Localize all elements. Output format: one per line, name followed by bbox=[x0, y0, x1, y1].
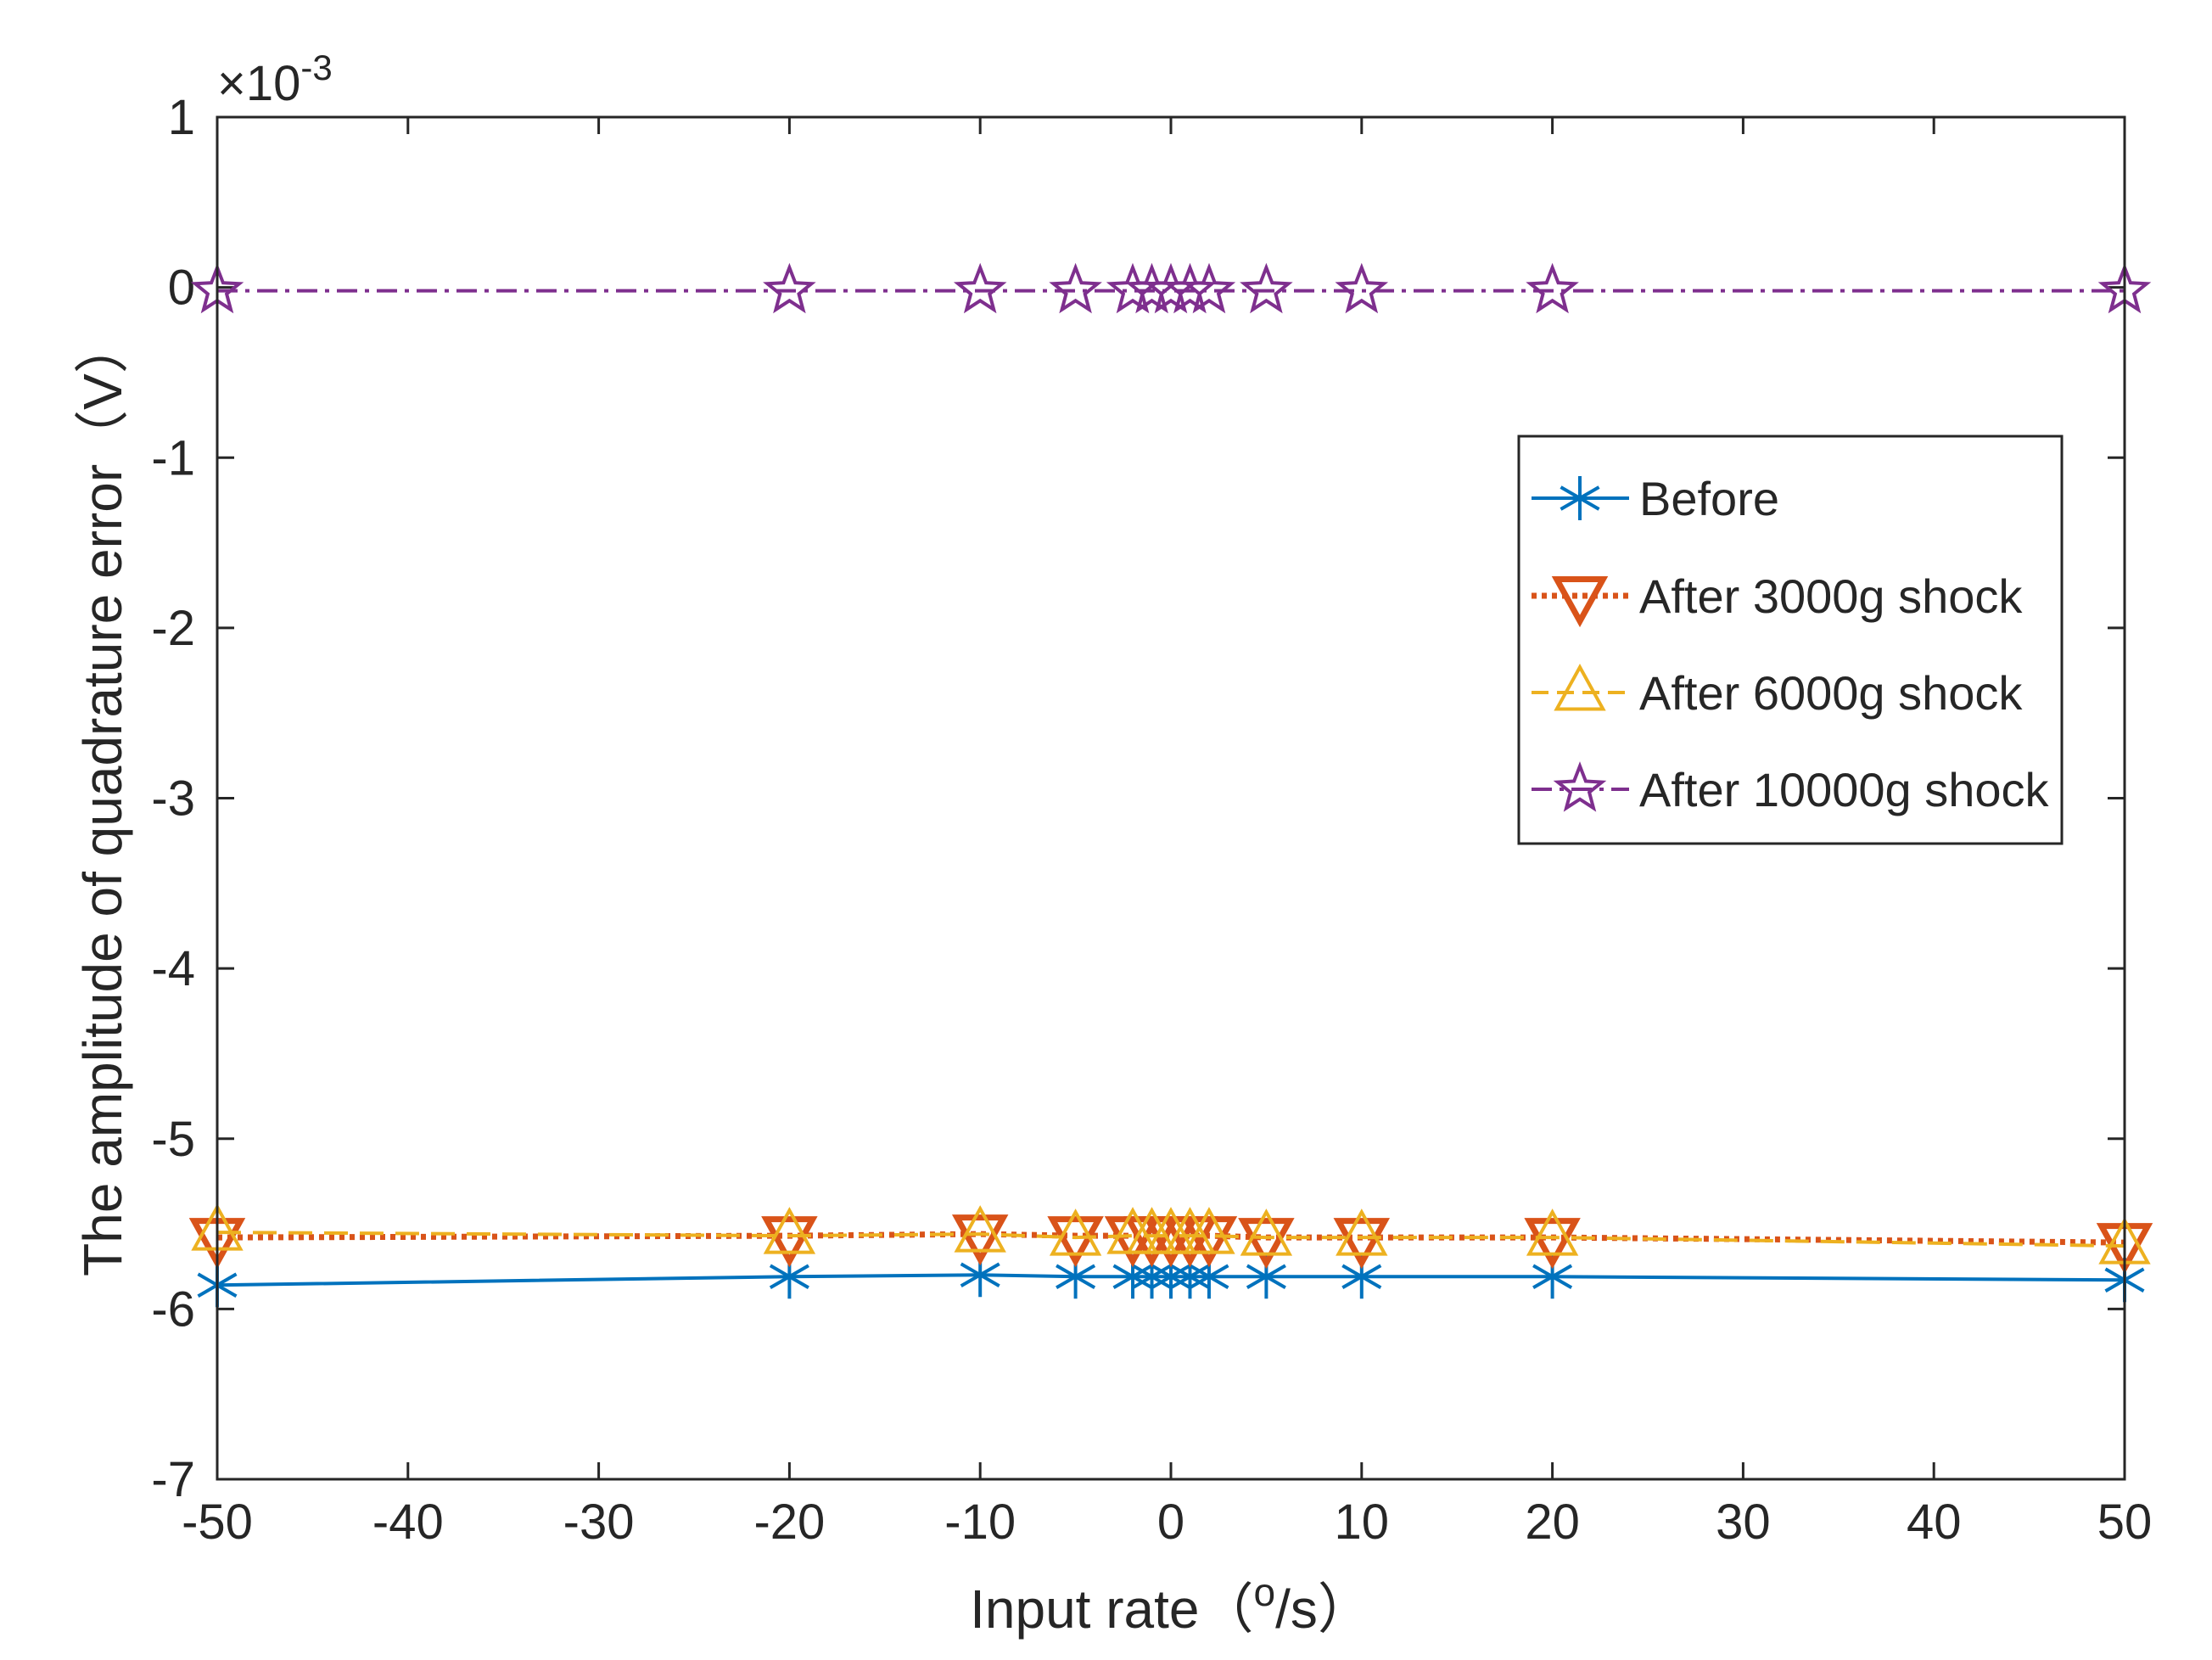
data-point bbox=[1183, 1207, 1235, 1254]
plot-frame bbox=[216, 115, 2126, 1481]
axis-ticks: -50 -40 -30 -20 -10 0 10 20 30 40 50-7-6-5-4-3-2-1… bbox=[151, 90, 2152, 1550]
x-tick-label: 30 bbox=[1716, 1495, 1771, 1550]
legend-label: After 3000g shock bbox=[1639, 569, 2023, 623]
legend-label: After 10000g shock bbox=[1639, 763, 2050, 816]
x-tick-label: -40 bbox=[372, 1495, 444, 1550]
data-point bbox=[953, 262, 1007, 314]
data-point bbox=[1526, 262, 1579, 314]
data-point bbox=[763, 262, 816, 314]
data-point bbox=[1049, 1209, 1102, 1256]
y-tick-label: -4 bbox=[151, 941, 195, 996]
legend-box bbox=[1517, 435, 2064, 845]
y-tick-label: -2 bbox=[151, 601, 195, 656]
data-point bbox=[1526, 1209, 1579, 1256]
x-tick-label: 50 bbox=[2097, 1495, 2153, 1550]
data-point bbox=[1180, 1216, 1238, 1268]
data-point bbox=[1182, 262, 1236, 314]
legend: Before After 3000g shock After 6000g shock… bbox=[1517, 435, 2064, 845]
data-point bbox=[1049, 262, 1102, 314]
legend-item: After 6000g shock bbox=[1532, 663, 2023, 720]
legend-marker bbox=[1551, 576, 1609, 628]
y-tick-label: -7 bbox=[151, 1452, 195, 1507]
data-point bbox=[954, 1205, 1006, 1253]
x-tick-label: 10 bbox=[1335, 1495, 1390, 1550]
data-point bbox=[1335, 262, 1389, 314]
y-exponent-label: ×10-3 bbox=[217, 48, 333, 111]
x-tick-label: -20 bbox=[753, 1495, 825, 1550]
x-tick-label: 20 bbox=[1525, 1495, 1580, 1550]
legend-label: After 6000g shock bbox=[1639, 666, 2023, 720]
data-point bbox=[1240, 1209, 1293, 1256]
legend-item: After 3000g shock bbox=[1532, 569, 2023, 628]
data-point bbox=[1524, 1218, 1581, 1270]
x-tick-label: 0 bbox=[1157, 1495, 1184, 1550]
legend-marker bbox=[1553, 761, 1607, 812]
x-tick-label: -50 bbox=[182, 1495, 253, 1550]
y-tick-label: -6 bbox=[151, 1281, 195, 1337]
y-axis-label: The amplitude of quadrature error（V） bbox=[72, 319, 133, 1276]
legend-item: Before bbox=[1532, 472, 1779, 525]
data-point bbox=[1047, 1216, 1104, 1268]
legend-marker bbox=[1560, 476, 1600, 520]
data-point bbox=[761, 1216, 818, 1268]
data-point bbox=[763, 1207, 816, 1254]
legend-marker bbox=[1554, 663, 1606, 711]
x-tick-label: 40 bbox=[1907, 1495, 1962, 1550]
legend-items: Before After 3000g shock After 6000g shock… bbox=[1532, 472, 2050, 816]
data-point bbox=[1238, 1218, 1295, 1270]
y-tick-label: -5 bbox=[151, 1112, 195, 1167]
x-tick-label: -10 bbox=[944, 1495, 1016, 1550]
x-axis-label: Input rate（o/s） bbox=[970, 1570, 1372, 1640]
y-tick-label: 1 bbox=[168, 90, 195, 145]
x-tick-label: -30 bbox=[563, 1495, 635, 1550]
series-line bbox=[216, 1231, 2125, 1248]
data-point bbox=[1163, 262, 1217, 314]
legend-label: Before bbox=[1639, 472, 1779, 525]
y-tick-label: 0 bbox=[168, 261, 195, 316]
data-point bbox=[1240, 262, 1293, 314]
y-tick-label: -1 bbox=[151, 430, 195, 485]
data-point bbox=[1333, 1218, 1391, 1270]
y-tick-label: -3 bbox=[151, 771, 195, 827]
legend-item: After 10000g shock bbox=[1532, 761, 2050, 816]
data-point bbox=[1336, 1209, 1388, 1256]
data-point bbox=[951, 1214, 1009, 1266]
